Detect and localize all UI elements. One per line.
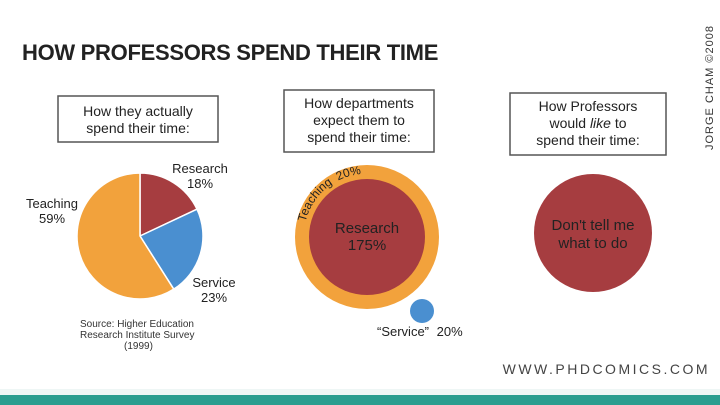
bottom-band-light	[0, 389, 720, 395]
service-circle	[410, 299, 434, 323]
chart-3: How Professors would like to spend their…	[509, 92, 667, 292]
chart-1-heading-line-1: How they actually	[83, 103, 193, 119]
chart-1-pie	[76, 172, 204, 300]
chart-3-heading-would: would	[548, 115, 589, 131]
service-label: “Service” 20%	[377, 324, 463, 339]
center-text-line-1: Don't tell me	[552, 217, 635, 234]
chart-1-heading-line-2: spend their time:	[86, 120, 190, 136]
research-circle	[309, 179, 425, 295]
dont-tell-me-circle	[534, 174, 652, 292]
research-label: Research	[335, 220, 399, 237]
center-text-line-2: what to do	[557, 235, 627, 252]
chart-2-heading-box	[283, 89, 435, 153]
pie-value-research: 18%	[187, 176, 213, 191]
chart-3-heading-line-2: would like to	[548, 115, 626, 131]
page-title: HOW PROFESSORS SPEND THEIR TIME	[22, 40, 438, 65]
pie-label-research: Research	[172, 161, 228, 176]
pie-value-service: 23%	[201, 290, 227, 305]
chart-3-heading-line-3: spend their time:	[536, 132, 640, 148]
chart-1-heading-box	[57, 95, 219, 143]
chart-3-heading-line-1: How Professors	[539, 98, 638, 114]
chart-2-heading-line-2: expect them to	[313, 112, 405, 128]
pie-label-teaching: Teaching	[26, 196, 78, 211]
website-text: WWW.PHDCOMICS.COM	[503, 361, 710, 377]
credit-text: JORGE CHAM ©2008	[704, 25, 716, 150]
service-label-value: 20%	[437, 324, 463, 339]
chart-3-heading-like: like	[590, 115, 611, 131]
chart-2: How departments expect them to spend the…	[283, 89, 463, 339]
chart-2-heading-line-1: How departments	[304, 95, 414, 111]
chart-3-heading-box	[509, 92, 667, 156]
research-value: 175%	[348, 237, 386, 254]
chart-1: How they actually spend their time: Rese…	[26, 95, 236, 352]
pie-label-service: Service	[192, 275, 235, 290]
top-band	[0, 0, 720, 18]
source-line-1: Source: Higher Education	[80, 319, 194, 330]
pie-value-teaching: 59%	[39, 211, 65, 226]
chart-3-heading-to: to	[611, 115, 627, 131]
pie-slice-service	[138, 208, 204, 291]
pie-slice-teaching	[76, 172, 175, 300]
bottom-band	[0, 395, 720, 405]
source-line-3: (1999)	[124, 341, 153, 352]
chart-2-heading-line-3: spend their time:	[307, 129, 411, 145]
source-line-2: Research Institute Survey	[80, 330, 195, 341]
service-label-name: “Service”	[377, 324, 429, 339]
pie-slice-research	[139, 172, 199, 238]
